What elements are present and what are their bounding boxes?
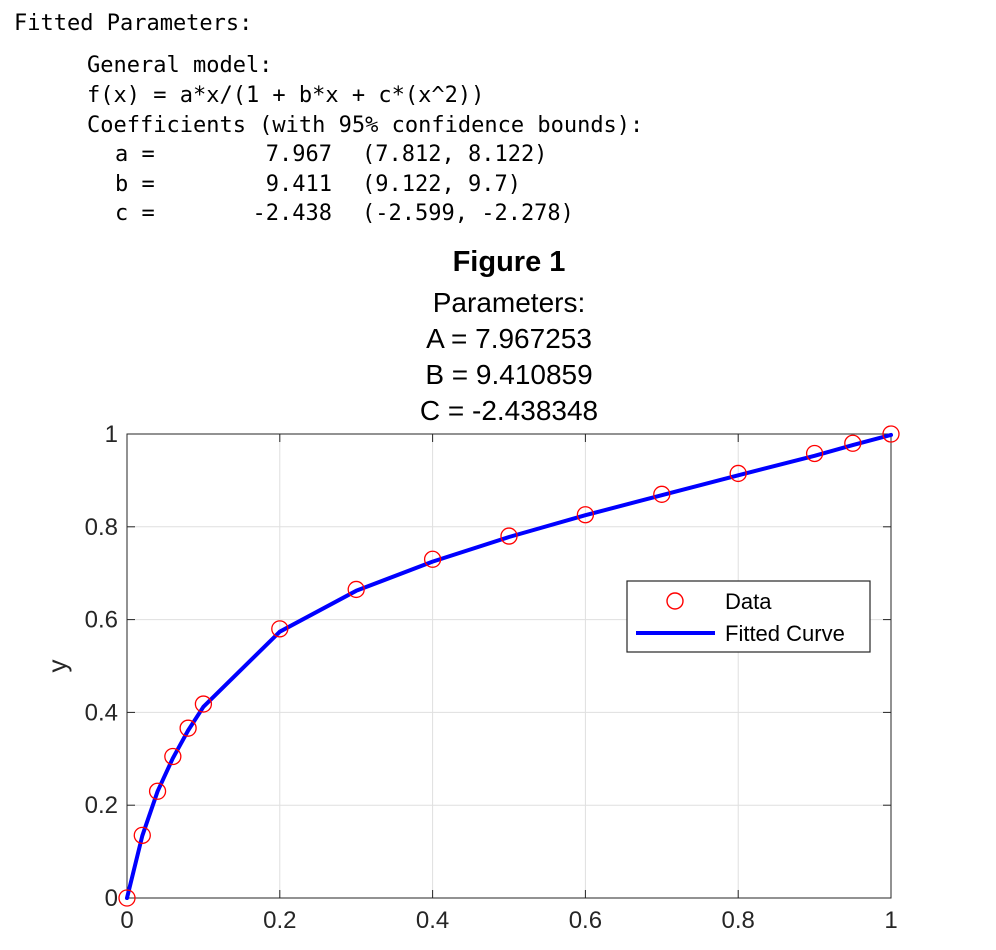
y-tick-labels: 0 0.2 0.4 0.6 0.8 1 (85, 421, 118, 912)
chart-title-line-3: B = 9.410859 (425, 359, 592, 390)
y-tick-label: 0 (105, 885, 118, 912)
data-point (423, 550, 442, 568)
data-point (118, 889, 136, 907)
model-label: General model: (87, 53, 273, 78)
data-point (194, 695, 213, 713)
plot-area-box (126, 433, 892, 899)
data-point (729, 464, 747, 483)
data-point (576, 506, 595, 524)
coef-b-value: 9.411 (265, 172, 332, 197)
data-point (179, 719, 197, 737)
console-output: Fitted Parameters: General model: f(x) =… (0, 0, 996, 240)
chart-title-line-1: Parameters: (433, 287, 586, 318)
data-point (844, 434, 862, 452)
legend-box (626, 580, 871, 653)
data-point (133, 826, 151, 845)
coef-a-bounds: (7.812, 8.122) (362, 142, 548, 167)
coef-b-name: b = (115, 172, 155, 197)
coef-c-bounds: (-2.599, -2.278) (362, 201, 574, 226)
chart-title-line-4: C = -2.438348 (420, 395, 598, 426)
x-tick-label: 0.8 (722, 907, 755, 934)
chart-title-line-2: A = 7.967253 (426, 323, 592, 354)
coef-b-bounds: (9.122, 9.7) (362, 172, 521, 197)
y-tick-label: 0.6 (85, 607, 118, 634)
console-header: Fitted Parameters: (14, 11, 253, 36)
legend-fit-label: Fitted Curve (725, 621, 845, 646)
x-tick-label: 0 (120, 907, 133, 934)
data-point (882, 425, 900, 443)
y-tick-label: 1 (105, 421, 118, 448)
x-tick-label: 0.6 (569, 907, 602, 934)
coef-a-value: 7.967 (265, 142, 332, 167)
legend-data-label: Data (725, 589, 772, 614)
figure-chart: Figure 1 Parameters: A = 7.967253 B = 9.… (42, 246, 900, 934)
x-tick-label: 1 (884, 907, 897, 934)
data-point (148, 782, 167, 800)
fitted-curve-line (125, 432, 893, 900)
coefficients-header: Coefficients (with 95% confidence bounds… (87, 113, 644, 138)
data-point (500, 527, 518, 545)
data-point (805, 444, 824, 463)
x-tick-label: 0.2 (263, 907, 296, 934)
coef-c-value: -2.438 (252, 201, 332, 226)
model-formula: f(x) = a*x/(1 + b*x + c*(x^2)) (87, 83, 485, 108)
x-tick-label: 0.4 (416, 907, 449, 934)
data-point (164, 747, 182, 766)
y-axis-label: y (42, 660, 72, 673)
data-point (653, 485, 671, 503)
grid (126, 433, 892, 899)
coef-a-name: a = (115, 142, 155, 167)
coef-c-name: c = (115, 201, 155, 226)
y-tick-label: 0.4 (85, 699, 118, 726)
data-point (271, 620, 289, 638)
data-point (347, 580, 365, 599)
data-points (118, 425, 900, 907)
legend-data-marker (666, 592, 684, 610)
figure-title: Figure 1 (453, 246, 566, 278)
legend: Data Fitted Curve (626, 580, 871, 653)
y-tick-label: 0.2 (85, 792, 118, 819)
x-tick-labels: 0 0.2 0.4 0.6 0.8 1 (120, 907, 897, 934)
y-tick-label: 0.8 (85, 514, 118, 541)
ticks (126, 433, 892, 899)
